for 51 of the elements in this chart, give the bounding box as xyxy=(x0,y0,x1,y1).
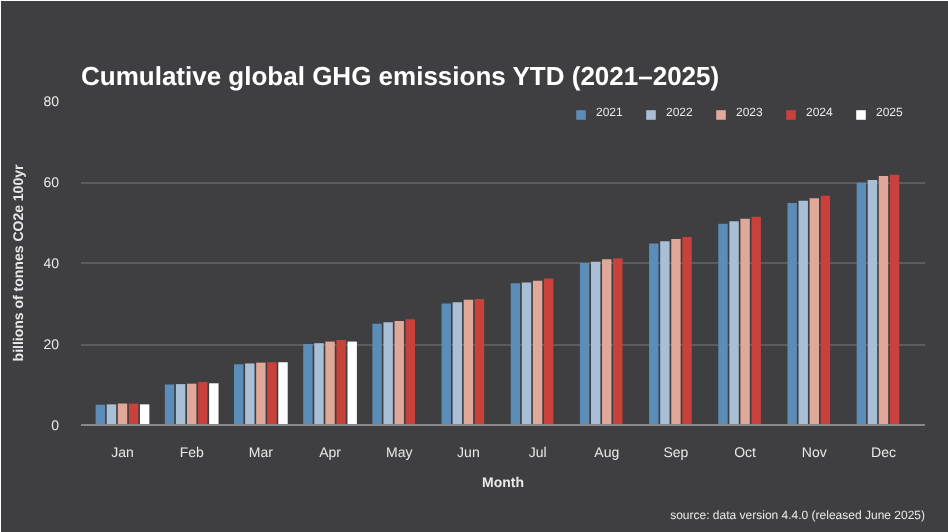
bar xyxy=(256,362,266,425)
bar xyxy=(314,343,324,425)
bar xyxy=(267,362,277,425)
bar xyxy=(441,303,451,425)
bar xyxy=(95,404,106,425)
bar xyxy=(682,237,692,425)
bar xyxy=(209,383,219,425)
bar xyxy=(820,195,831,425)
bar xyxy=(718,223,728,425)
bar xyxy=(198,382,208,425)
bar xyxy=(405,319,415,425)
bar xyxy=(510,283,521,425)
bar xyxy=(809,198,820,425)
bar xyxy=(889,174,900,425)
bar xyxy=(452,302,463,425)
bar xyxy=(532,280,543,425)
bar xyxy=(613,258,623,425)
bar xyxy=(740,218,750,425)
bar xyxy=(660,241,670,425)
bar xyxy=(671,239,681,425)
bar xyxy=(106,404,117,425)
bar xyxy=(325,341,335,425)
bar xyxy=(234,364,244,425)
bar xyxy=(751,216,761,425)
bar xyxy=(649,243,659,425)
bar xyxy=(787,203,797,425)
bar xyxy=(164,384,175,425)
bar xyxy=(521,282,532,425)
bar xyxy=(303,344,313,425)
bar xyxy=(394,320,404,425)
bar xyxy=(867,179,878,425)
bar xyxy=(474,299,485,425)
bar xyxy=(245,363,255,425)
bar xyxy=(372,323,382,425)
chart-title: Cumulative global GHG emissions YTD (2021–2025) xyxy=(81,61,720,91)
bar xyxy=(602,259,612,425)
bar xyxy=(878,175,889,425)
bar xyxy=(175,384,186,425)
bar xyxy=(856,182,867,425)
bar xyxy=(383,322,393,425)
bar xyxy=(278,362,288,425)
bar xyxy=(347,341,357,425)
bar xyxy=(463,299,474,425)
bar xyxy=(186,383,197,425)
bar xyxy=(579,263,590,425)
bar xyxy=(798,200,808,425)
bar xyxy=(729,221,739,425)
bar xyxy=(139,404,150,425)
bar xyxy=(543,278,554,425)
bar xyxy=(591,261,601,425)
bar xyxy=(336,339,346,425)
